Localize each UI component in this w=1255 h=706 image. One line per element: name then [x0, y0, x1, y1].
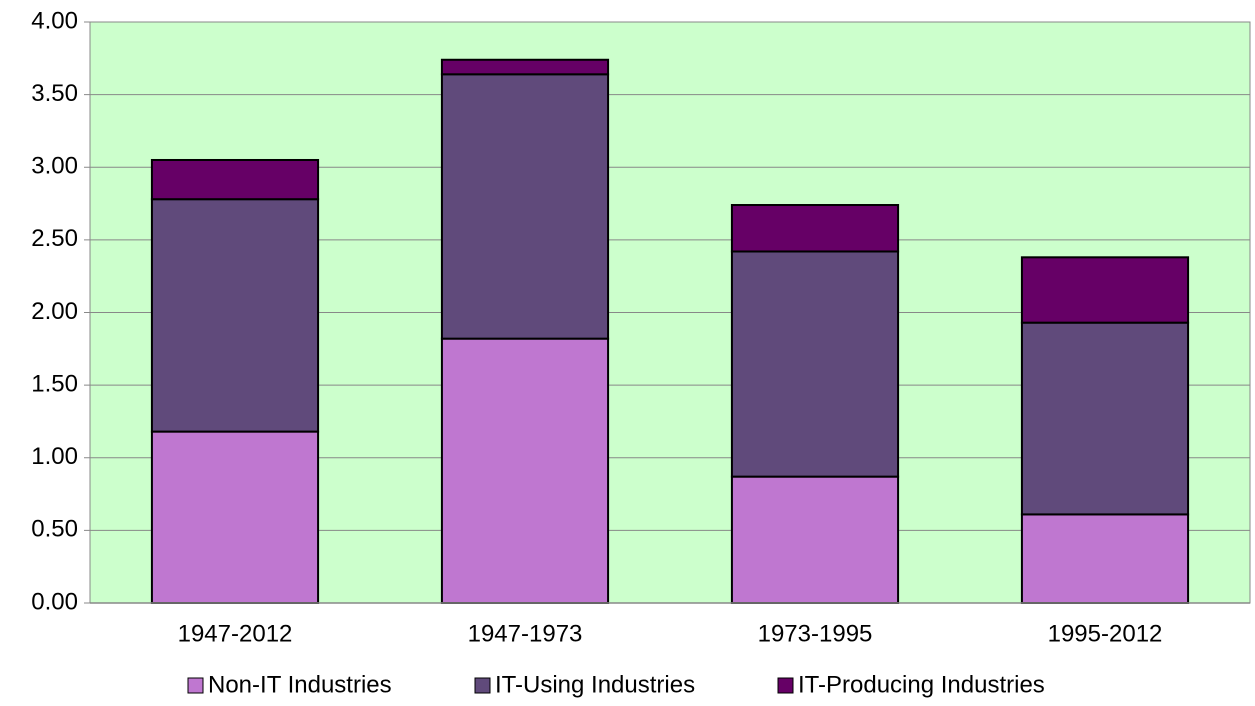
- y-tick-label: 0.00: [31, 588, 78, 615]
- bar-segment: [440, 337, 610, 604]
- bar-segment: [440, 73, 610, 340]
- y-tick-label: 1.00: [31, 443, 78, 470]
- y-tick-label: 2.50: [31, 225, 78, 252]
- x-tick-label: 1973-1995: [758, 620, 873, 647]
- bar-segment: [1020, 513, 1190, 605]
- legend-label: IT-Using Industries: [495, 671, 695, 698]
- bar-segment: [730, 250, 900, 478]
- y-tick-label: 4.00: [31, 7, 78, 34]
- y-tick-label: 3.50: [31, 80, 78, 107]
- y-tick-label: 1.50: [31, 370, 78, 397]
- bar-segment: [150, 430, 320, 605]
- y-tick-label: 3.00: [31, 153, 78, 180]
- bar-segment: [440, 58, 610, 76]
- x-tick-label: 1995-2012: [1048, 620, 1163, 647]
- legend-swatch: [187, 677, 204, 694]
- y-tick-label: 0.50: [31, 516, 78, 543]
- bar-segment: [730, 475, 900, 605]
- legend-swatch: [777, 677, 794, 694]
- legend-label: Non-IT Industries: [208, 671, 392, 698]
- bar-segment: [150, 198, 320, 433]
- legend-label: IT-Producing Industries: [798, 671, 1045, 698]
- y-tick-label: 2.00: [31, 298, 78, 325]
- bar-segment: [730, 204, 900, 253]
- bar-segment: [150, 158, 320, 201]
- x-tick-label: 1947-1973: [468, 620, 583, 647]
- bar-segment: [1020, 321, 1190, 516]
- bar-segment: [1020, 256, 1190, 324]
- x-tick-label: 1947-2012: [178, 620, 293, 647]
- legend-swatch: [474, 677, 491, 694]
